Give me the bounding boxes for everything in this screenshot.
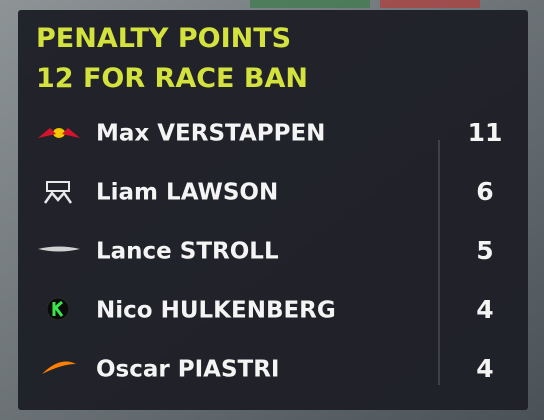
background-stripe [250, 0, 370, 8]
logo-aston-martin [38, 246, 80, 252]
penalty-points: 4 [476, 295, 493, 324]
background-stripe [380, 0, 480, 8]
driver-name: Max VERSTAPPEN [96, 121, 325, 147]
penalty-points: 11 [468, 118, 503, 147]
driver-name: Lance STROLL [96, 239, 279, 265]
penalty-points: 4 [476, 354, 493, 383]
driver-name: Nico HULKENBERG [96, 298, 336, 324]
panel [18, 10, 528, 410]
logo-kick [46, 297, 70, 321]
driver-name: Oscar PIASTRI [96, 357, 279, 383]
subtitle: 12 FOR RACE BAN [36, 63, 308, 94]
logo-mclaren [42, 361, 76, 374]
logo-red-bull [38, 128, 80, 138]
penalty-points: 5 [476, 236, 493, 265]
title: PENALTY POINTS [36, 23, 291, 54]
logo-rb [43, 181, 73, 204]
penalty-points: 6 [476, 177, 493, 206]
driver-name: Liam LAWSON [96, 180, 278, 206]
